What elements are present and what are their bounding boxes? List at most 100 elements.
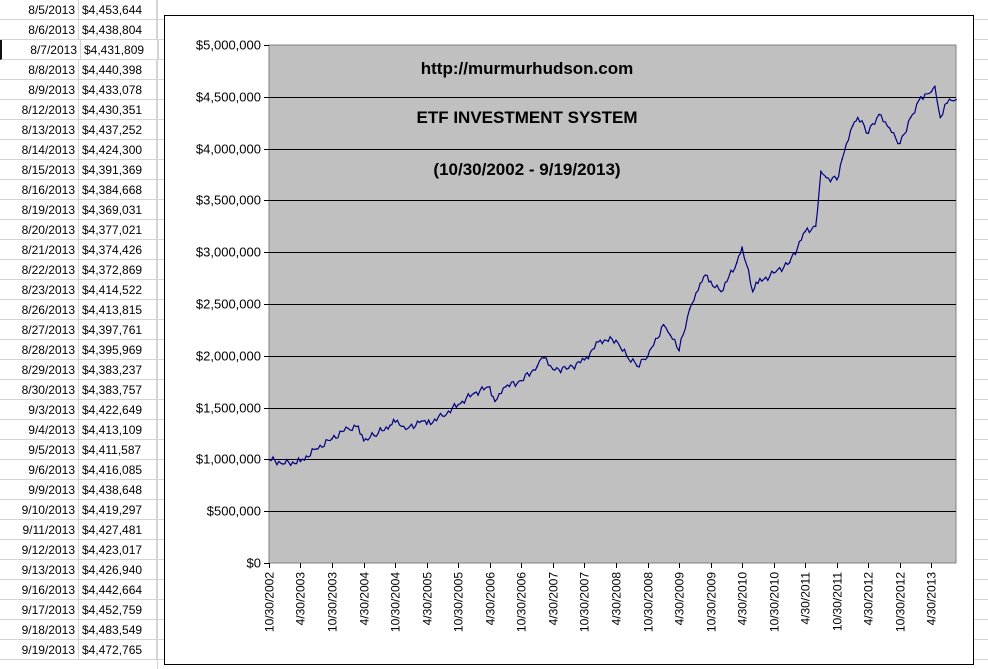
value-cell[interactable]: $4,413,815 <box>79 300 157 319</box>
date-cell[interactable]: 9/6/2013 <box>0 460 79 479</box>
x-tick-label: 4/30/2007 <box>547 572 561 626</box>
value-cell[interactable]: $4,442,664 <box>79 580 157 599</box>
value-cell[interactable]: $4,369,031 <box>79 200 157 219</box>
date-cell[interactable]: 8/6/2013 <box>0 20 79 39</box>
date-cell[interactable]: 8/15/2013 <box>0 160 79 179</box>
value-cell[interactable]: $4,440,398 <box>79 60 157 79</box>
value-cell[interactable]: $4,377,021 <box>79 220 157 239</box>
data-point <box>299 460 302 463</box>
value-cell[interactable]: $4,433,078 <box>79 80 157 99</box>
value-cell[interactable]: $4,419,297 <box>79 500 157 519</box>
date-cell[interactable]: 8/8/2013 <box>0 60 79 79</box>
date-cell[interactable]: 9/12/2013 <box>0 540 79 559</box>
data-point <box>457 403 460 406</box>
y-tick-label: $3,500,000 <box>196 193 261 208</box>
x-tick-label: 10/30/2003 <box>326 572 340 632</box>
data-point <box>867 132 870 134</box>
data-point <box>669 334 672 336</box>
value-cell[interactable]: $4,426,940 <box>79 560 157 579</box>
date-cell[interactable]: 9/19/2013 <box>0 640 79 659</box>
data-point <box>836 178 838 181</box>
date-cell[interactable]: 8/30/2013 <box>0 380 79 399</box>
value-cell[interactable]: $4,391,369 <box>79 160 157 179</box>
x-tick-label: 10/30/2010 <box>768 572 782 632</box>
date-cell[interactable]: 9/4/2013 <box>0 420 79 439</box>
series-line <box>268 85 957 467</box>
date-cell[interactable]: 9/10/2013 <box>0 500 79 519</box>
date-cell[interactable]: 8/19/2013 <box>0 200 79 219</box>
value-cell[interactable]: $4,453,644 <box>79 0 157 19</box>
date-cell[interactable]: 8/7/2013 <box>2 40 81 59</box>
value-cell[interactable]: $4,383,237 <box>79 360 157 379</box>
data-point <box>688 308 691 311</box>
x-tick-label: 4/30/2010 <box>736 572 750 626</box>
date-cell[interactable]: 8/16/2013 <box>0 180 79 199</box>
x-tick-label: 10/30/2004 <box>389 572 403 632</box>
date-cell[interactable]: 8/26/2013 <box>0 300 79 319</box>
date-cell[interactable]: 9/9/2013 <box>0 480 79 499</box>
date-cell[interactable]: 8/21/2013 <box>0 240 79 259</box>
date-cell[interactable]: 8/9/2013 <box>0 80 79 99</box>
data-point <box>567 367 570 370</box>
data-point <box>583 359 586 361</box>
date-cell[interactable]: 8/5/2013 <box>0 0 79 19</box>
value-cell[interactable]: $4,384,668 <box>79 180 157 199</box>
value-cell[interactable]: $4,483,549 <box>79 620 157 639</box>
value-cell[interactable]: $4,423,017 <box>79 540 157 559</box>
value-cell[interactable]: $4,472,765 <box>79 640 157 659</box>
data-point <box>820 170 822 173</box>
value-cell[interactable]: $4,395,969 <box>79 340 157 359</box>
value-cell[interactable]: $4,438,804 <box>79 20 157 39</box>
value-cell[interactable]: $4,431,809 <box>81 40 159 59</box>
date-cell[interactable]: 8/28/2013 <box>0 340 79 359</box>
date-cell[interactable]: 8/12/2013 <box>0 100 79 119</box>
data-point <box>788 261 791 264</box>
date-cell[interactable]: 9/16/2013 <box>0 580 79 599</box>
value-cell[interactable]: $4,452,759 <box>79 600 157 619</box>
chart-annotation: ETF INVESTMENT SYSTEM <box>416 108 637 127</box>
data-point <box>425 423 428 426</box>
date-cell[interactable]: 9/17/2013 <box>0 600 79 619</box>
value-cell[interactable]: $4,427,481 <box>79 520 157 539</box>
value-cell[interactable]: $4,397,761 <box>79 320 157 339</box>
data-point <box>856 116 859 119</box>
data-point <box>939 116 942 119</box>
date-cell[interactable]: 8/20/2013 <box>0 220 79 239</box>
date-cell[interactable]: 8/29/2013 <box>0 360 79 379</box>
data-point <box>347 427 349 430</box>
date-cell[interactable]: 9/5/2013 <box>0 440 79 459</box>
date-cell[interactable]: 8/13/2013 <box>0 120 79 139</box>
date-cell[interactable]: 8/27/2013 <box>0 320 79 339</box>
value-cell[interactable]: $4,416,085 <box>79 460 157 479</box>
column-divider <box>157 0 158 669</box>
value-cell[interactable]: $4,372,869 <box>79 260 157 279</box>
date-cell[interactable]: 9/18/2013 <box>0 620 79 639</box>
value-cell[interactable]: $4,413,109 <box>79 420 157 439</box>
value-cell[interactable]: $4,437,252 <box>79 120 157 139</box>
value-cell[interactable]: $4,424,300 <box>79 140 157 159</box>
value-cell[interactable]: $4,374,426 <box>79 240 157 259</box>
x-tick-label: 4/30/2009 <box>673 572 687 626</box>
date-cell[interactable]: 9/3/2013 <box>0 400 79 419</box>
x-tick-label: 10/30/2009 <box>705 572 719 632</box>
value-cell[interactable]: $4,414,522 <box>79 280 157 299</box>
value-cell[interactable]: $4,430,351 <box>79 100 157 119</box>
date-cell[interactable]: 8/14/2013 <box>0 140 79 159</box>
x-tick-label: 4/30/2004 <box>358 572 372 626</box>
date-cell[interactable]: 9/13/2013 <box>0 560 79 579</box>
y-tick-label: $4,000,000 <box>196 142 261 157</box>
embedded-chart[interactable]: $5,000,000 $4,500,000 $4,000,000 $3,500,000… <box>164 15 974 665</box>
date-cell[interactable]: 8/22/2013 <box>0 260 79 279</box>
chart-canvas: $5,000,000 $4,500,000 $4,000,000 $3,500,000… <box>196 38 957 632</box>
date-cell[interactable]: 9/11/2013 <box>0 520 79 539</box>
data-point <box>946 102 948 104</box>
date-cell[interactable]: 8/23/2013 <box>0 280 79 299</box>
data-point <box>331 437 333 440</box>
data-point <box>536 365 539 368</box>
value-cell[interactable]: $4,438,648 <box>79 480 157 499</box>
data-point <box>804 230 806 233</box>
value-cell[interactable]: $4,411,587 <box>79 440 157 459</box>
data-point <box>405 428 407 431</box>
value-cell[interactable]: $4,383,757 <box>79 380 157 399</box>
value-cell[interactable]: $4,422,649 <box>79 400 157 419</box>
